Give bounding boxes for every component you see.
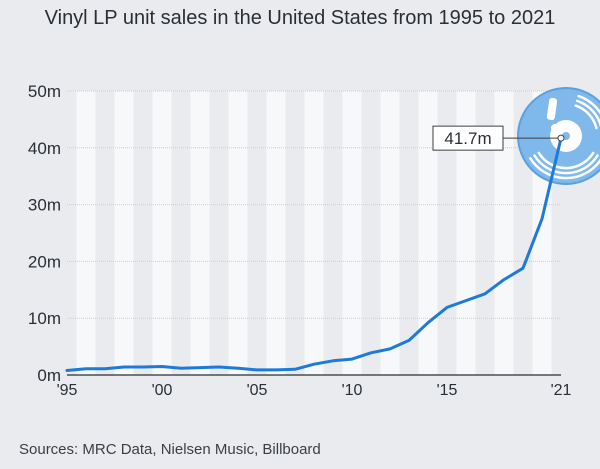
y-axis-tick-labels: 0m 10m 20m 30m 40m 50m xyxy=(28,82,61,385)
x-tick-label: '05 xyxy=(247,382,268,399)
record-groove xyxy=(577,94,600,115)
vinyl-record-icon xyxy=(517,87,600,185)
annotation-marker xyxy=(557,134,565,142)
record-groove xyxy=(533,154,599,175)
y-tick-label: 10m xyxy=(28,309,61,328)
y-tick-label: 0m xyxy=(37,366,61,385)
record-exclamation-dot xyxy=(551,124,559,132)
x-axis-tick-labels: '95 '00 '05 '10 '15 '21 xyxy=(57,382,572,399)
record-groove xyxy=(529,157,600,180)
year-band xyxy=(266,91,286,375)
annotation-box xyxy=(432,125,504,151)
chart-title: Vinyl LP unit sales in the United States… xyxy=(44,7,556,29)
year-band xyxy=(380,91,400,375)
year-band xyxy=(76,91,96,375)
year-band xyxy=(114,91,134,375)
x-tick-label: '15 xyxy=(437,382,458,399)
x-tick-label: '21 xyxy=(551,382,572,399)
y-tick-label: 20m xyxy=(28,252,61,271)
series-line xyxy=(65,136,563,372)
year-band xyxy=(152,91,172,375)
x-tick-label: '10 xyxy=(342,382,363,399)
year-band xyxy=(342,91,362,375)
x-tick-label: '00 xyxy=(152,382,173,399)
annotation: 41.7m xyxy=(432,125,565,151)
year-band xyxy=(304,91,324,375)
y-tick-label: 50m xyxy=(28,82,61,101)
year-band xyxy=(228,91,248,375)
record-groove xyxy=(575,99,600,128)
source-note: Sources: MRC Data, Nielsen Music, Billbo… xyxy=(19,441,321,458)
y-tick-label: 40m xyxy=(28,139,61,158)
series-line-path xyxy=(65,136,563,372)
annotation-label: 41.7m xyxy=(444,129,491,148)
year-band xyxy=(418,91,438,375)
record-groove xyxy=(537,151,595,170)
x-tick-label: '95 xyxy=(57,382,78,399)
record-exclamation-bar xyxy=(546,97,558,121)
year-band xyxy=(456,91,476,375)
year-band xyxy=(494,91,514,375)
year-band xyxy=(190,91,210,375)
y-tick-label: 30m xyxy=(28,196,61,215)
record-groove xyxy=(574,104,598,130)
gridlines xyxy=(67,90,561,376)
year-bands xyxy=(76,91,552,375)
